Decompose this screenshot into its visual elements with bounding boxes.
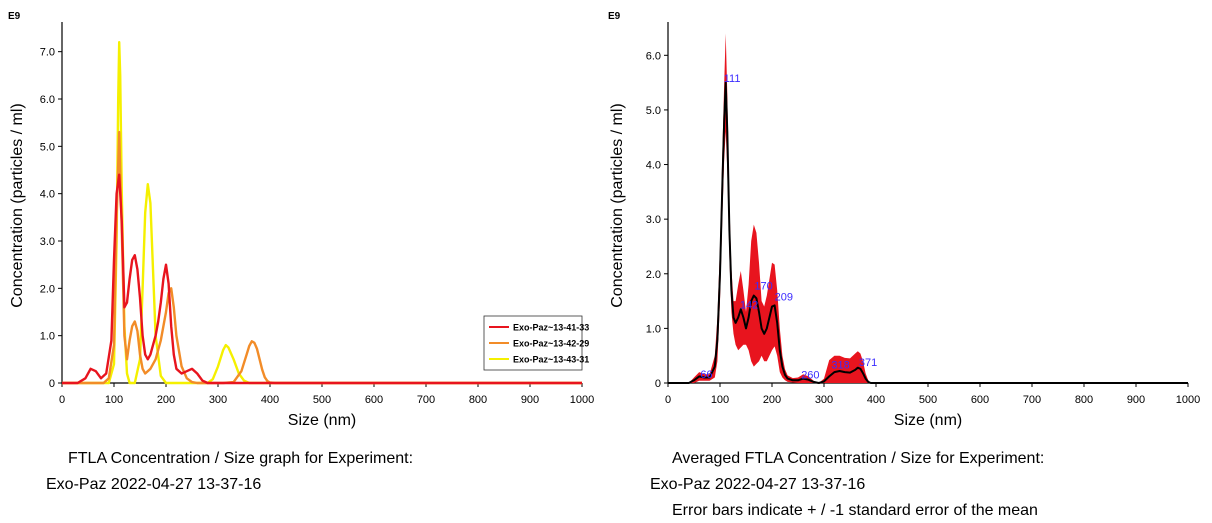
left-caption-exp-name: Exo-Paz xyxy=(46,476,107,493)
right-peak-label: 209 xyxy=(775,291,793,303)
left-caption-exp-date: 2022-04-27 13-37-16 xyxy=(110,476,262,493)
right-x-tick-label: 300 xyxy=(815,394,833,406)
right-x-tick-label: 600 xyxy=(971,394,989,406)
right-caption-exp-name: Exo-Paz xyxy=(650,476,711,493)
right-exponent-label: E9 xyxy=(608,11,621,22)
right-y-tick-label: 5.0 xyxy=(646,105,661,117)
right-caption-line1: Averaged FTLA Concentration / Size for E… xyxy=(672,450,1045,467)
right-peak-label: 170 xyxy=(754,280,772,292)
right-x-tick-label: 800 xyxy=(1075,394,1093,406)
left-y-axis-title: Concentration (particles / ml) xyxy=(9,103,26,308)
left-series-line xyxy=(62,41,582,385)
right-y-axis-title: Concentration (particles / ml) xyxy=(609,103,626,308)
right-caption-exp-date: 2022-04-27 13-37-16 xyxy=(714,476,866,493)
right-y-tick-label: 0 xyxy=(655,378,661,390)
right-peak-label: 318 xyxy=(831,360,849,372)
left-x-tick-label: 600 xyxy=(365,394,383,406)
left-y-tick-label: 5.0 xyxy=(40,141,55,153)
right-peak-label: 142 xyxy=(740,300,758,312)
right-y-tick-label: 1.0 xyxy=(646,323,661,335)
left-y-tick-label: 1.0 xyxy=(40,331,55,343)
right-peak-label: 111 xyxy=(724,73,741,85)
left-x-tick-label: 100 xyxy=(105,394,123,406)
left-x-tick-label: 0 xyxy=(59,394,65,406)
left-exponent-label: E9 xyxy=(8,11,21,22)
right-y-tick-label: 6.0 xyxy=(646,50,661,62)
right-x-tick-label: 500 xyxy=(919,394,937,406)
left-x-tick-label: 700 xyxy=(417,394,435,406)
right-x-tick-label: 200 xyxy=(763,394,781,406)
left-series-line xyxy=(62,173,582,385)
left-x-tick-label: 1000 xyxy=(570,394,594,406)
right-x-tick-label: 100 xyxy=(711,394,729,406)
right-y-tick-label: 2.0 xyxy=(646,269,661,281)
left-y-tick-label: 7.0 xyxy=(40,47,55,59)
left-y-tick-label: 3.0 xyxy=(40,236,55,248)
right-x-tick-label: 900 xyxy=(1127,394,1145,406)
left-y-tick-label: 4.0 xyxy=(40,189,55,201)
left-caption-experiment: Exo-Paz 2022-04-27 13-37-16 xyxy=(46,474,261,496)
right-x-tick-label: 400 xyxy=(867,394,885,406)
concentration-size-chart-left: E9 0 100 200 300 400 500 600 700 800 900 1000 0 1.0 2.… xyxy=(8,11,594,429)
left-legend-label: Exo-Paz~13-41-33 xyxy=(513,323,589,333)
right-x-tick-label: 700 xyxy=(1023,394,1041,406)
left-legend-label: Exo-Paz~13-43-31 xyxy=(513,355,589,365)
right-x-tick-label: 1000 xyxy=(1176,394,1200,406)
right-x-tick-label: 0 xyxy=(665,394,671,406)
right-peak-label: 371 xyxy=(859,357,877,369)
left-caption-line1: FTLA Concentration / Size graph for Expe… xyxy=(68,450,414,467)
right-peak-label: 260 xyxy=(801,369,819,381)
left-x-axis-title: Size (nm) xyxy=(288,412,356,429)
right-caption-experiment: Exo-Paz 2022-04-27 13-37-16 xyxy=(650,474,865,496)
left-x-tick-label: 900 xyxy=(521,394,539,406)
left-y-tick-label: 2.0 xyxy=(40,283,55,295)
right-error-band xyxy=(668,33,1188,383)
left-x-tick-label: 300 xyxy=(209,394,227,406)
left-x-tick-label: 400 xyxy=(261,394,279,406)
left-y-tick-label: 0 xyxy=(49,378,55,390)
left-y-tick-label: 6.0 xyxy=(40,94,55,106)
right-mean-line xyxy=(668,81,1188,384)
right-peak-label: 66 xyxy=(700,369,712,381)
left-x-tick-label: 200 xyxy=(157,394,175,406)
left-x-tick-label: 800 xyxy=(469,394,487,406)
left-x-tick-label: 500 xyxy=(313,394,331,406)
right-x-axis-title: Size (nm) xyxy=(894,412,962,429)
concentration-size-chart-right: E9 0 100 200 300 400 500 600 700 800 900 1000 0 1.0 2.… xyxy=(608,11,1200,429)
left-legend-label: Exo-Paz~13-42-29 xyxy=(513,339,589,349)
right-y-tick-label: 3.0 xyxy=(646,214,661,226)
right-y-tick-label: 4.0 xyxy=(646,160,661,172)
right-caption-error-note: Error bars indicate + / -1 standard erro… xyxy=(672,502,1038,519)
left-series-line xyxy=(62,130,582,385)
